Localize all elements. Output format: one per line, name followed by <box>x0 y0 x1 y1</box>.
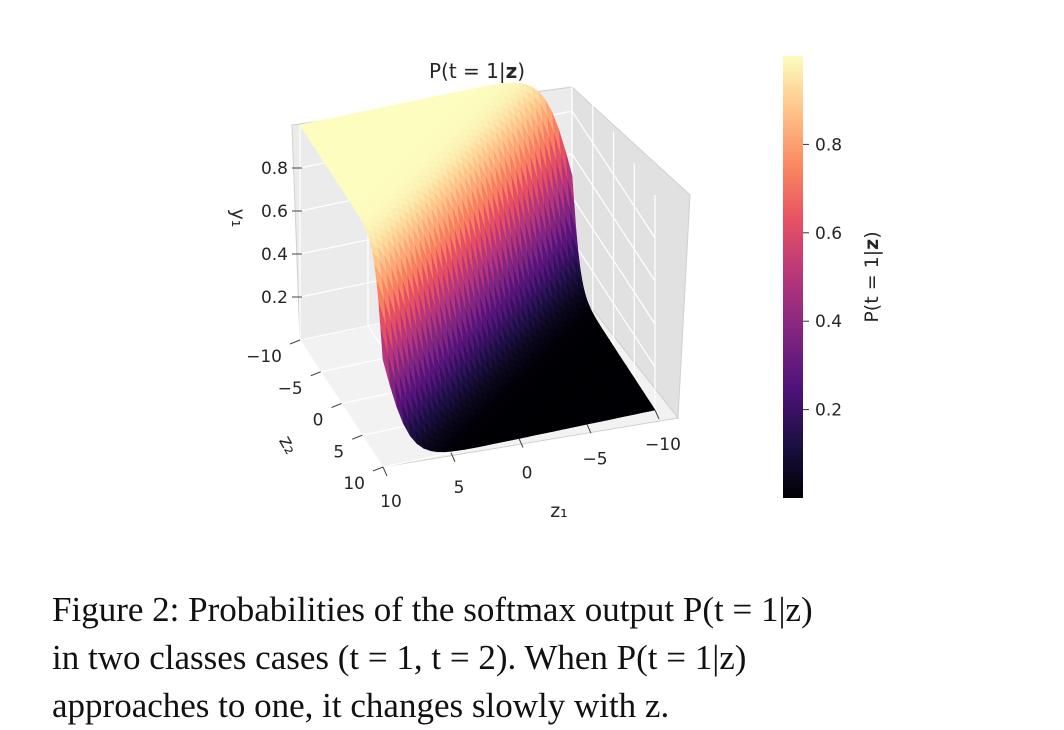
caption-line-2: in two classes cases (t = 1, t = 2). Whe… <box>52 638 747 677</box>
z2-axis-ticks: −10 −5 05 10 <box>246 339 384 494</box>
colorbar: 0.2 0.4 0.6 0.8 P(t = 1|z) <box>783 56 883 498</box>
colorbar-tick-label: 0.6 <box>815 224 842 244</box>
colorbar-label: P(t = 1|z) <box>861 231 883 322</box>
z1-tick-label: 5 <box>454 478 465 498</box>
probability-surface <box>299 82 656 453</box>
z2-tick-label: 0 <box>313 411 324 431</box>
z1-tick-label: −5 <box>582 449 607 469</box>
caption-line-1: Figure 2: Probabilities of the softmax o… <box>52 590 813 629</box>
z1-axis-label: z₁ <box>550 500 568 522</box>
z1-axis-ticks: 10 5 0 −5 −10 <box>380 409 681 512</box>
z2-tick-label: −5 <box>278 379 303 399</box>
plot-title: P(t = 1|z) <box>429 59 525 83</box>
z2-tick-label: 10 <box>343 474 365 494</box>
z-tick-label: 0.4 <box>261 245 288 265</box>
z-tick-label: 0.6 <box>261 202 288 222</box>
colorbar-ticks: 0.2 0.4 0.6 0.8 <box>803 135 842 421</box>
z1-tick-label: −10 <box>645 435 681 455</box>
z-axis-ticks: 0.2 0.4 0.6 0.8 <box>261 159 302 308</box>
z2-axis-label: z₂ <box>274 432 302 458</box>
colorbar-tick-label: 0.4 <box>815 312 842 332</box>
colorbar-tick-label: 0.2 <box>815 401 842 421</box>
figure-caption: Figure 2: Probabilities of the softmax o… <box>52 586 1032 730</box>
z1-tick-label: 0 <box>522 464 533 484</box>
z1-tick-label: 10 <box>380 492 402 512</box>
z-tick-label: 0.8 <box>261 159 288 179</box>
z-tick-label: 0.2 <box>261 288 288 308</box>
z2-tick-label: 5 <box>333 442 344 462</box>
z-axis-label: y₁ <box>227 209 249 228</box>
z2-tick-label: −10 <box>246 347 282 367</box>
caption-line-3: approaches to one, it changes slowly wit… <box>52 686 670 725</box>
colorbar-tick-label: 0.8 <box>815 135 842 155</box>
colorbar-gradient <box>783 56 803 498</box>
